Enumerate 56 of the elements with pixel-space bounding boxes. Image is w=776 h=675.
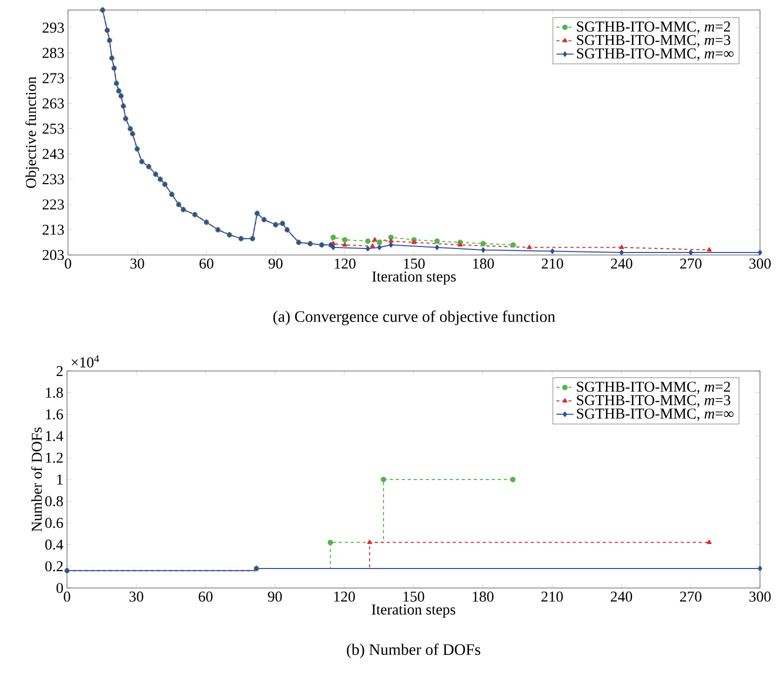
x-tick-label: 120 — [334, 592, 355, 602]
legend-label: SGTHB-ITO-MMC, m=3 — [577, 34, 730, 48]
x-tick-label: 210 — [542, 258, 564, 269]
x-tick-label: 210 — [542, 592, 563, 602]
x-tick-label: 150 — [404, 258, 425, 269]
x-tick-label: 120 — [334, 258, 356, 269]
y-tick-label: 1.2 — [46, 452, 63, 463]
x-tick-label: 180 — [472, 592, 494, 602]
x-tick-label: 0 — [64, 258, 72, 269]
y-tick-label: 1.4 — [46, 431, 64, 442]
y-axis-title: Objective function — [25, 76, 40, 188]
legend-label: SGTHB-ITO-MMC, m=2 — [576, 382, 730, 394]
legend-label: SGTHB-ITO-MMC, m=3 — [576, 395, 730, 408]
legend-label: SGTHB-ITO-MMC, m=2 — [577, 22, 730, 34]
y-tick-label: 0.4 — [45, 540, 64, 550]
text: (b) Number of DOFs — [346, 644, 480, 658]
x-tick-label: 30 — [130, 258, 144, 269]
x-tick-label: 60 — [198, 592, 213, 602]
x-tick-label: 90 — [268, 592, 282, 602]
text: ×10$^{4}$ — [72, 355, 100, 368]
x-tick-label: 240 — [611, 258, 632, 269]
x-tick-label: 90 — [268, 258, 283, 269]
y-tick-label: 0.6 — [45, 518, 64, 528]
y-tick-label: 253 — [42, 124, 64, 134]
y-tick-label: 283 — [42, 48, 64, 58]
text: (a) Convergence curve of objective function — [273, 310, 556, 326]
y-tick-label: 243 — [42, 148, 64, 160]
y-tick-label: 2 — [56, 366, 63, 376]
y-tick-label: 233 — [42, 174, 64, 184]
y-tick-label: 293 — [42, 22, 64, 33]
x-axis-title: Iteration steps — [372, 272, 456, 285]
x-tick-label: 0 — [64, 592, 70, 602]
y-tick-label: 273 — [42, 73, 64, 84]
x-tick-label: 270 — [680, 592, 702, 602]
y-axis-title: Number of DOFs — [31, 428, 42, 532]
y-tick-label: 213 — [42, 224, 64, 235]
y-tick-label: 1 — [57, 474, 63, 484]
x-tick-label: 270 — [680, 258, 702, 269]
y-tick-label: 223 — [42, 199, 64, 210]
x-tick-label: 300 — [749, 258, 771, 269]
y-tick-label: 263 — [42, 98, 64, 108]
y-tick-label: 0.8 — [45, 496, 63, 506]
legend-label: SGTHB-ITO-MMC, m=∞ — [576, 408, 734, 421]
y-tick-label: 203 — [42, 250, 64, 260]
y-tick-label: 1.8 — [46, 388, 63, 398]
x-tick-label: 30 — [130, 592, 144, 602]
x-tick-label: 180 — [473, 258, 494, 269]
y-tick-label: 1.6 — [46, 409, 64, 420]
legend-label: SGTHB-ITO-MMC, m=∞ — [577, 48, 734, 61]
y-tick-label: 0 — [56, 582, 63, 594]
x-tick-label: 60 — [200, 258, 214, 269]
x-tick-label: 300 — [749, 592, 771, 602]
x-tick-label: 240 — [610, 592, 632, 602]
x-axis-title: Iteration steps — [372, 604, 456, 618]
x-tick-label: 150 — [404, 592, 424, 602]
y-tick-label: 0.2 — [45, 561, 63, 572]
